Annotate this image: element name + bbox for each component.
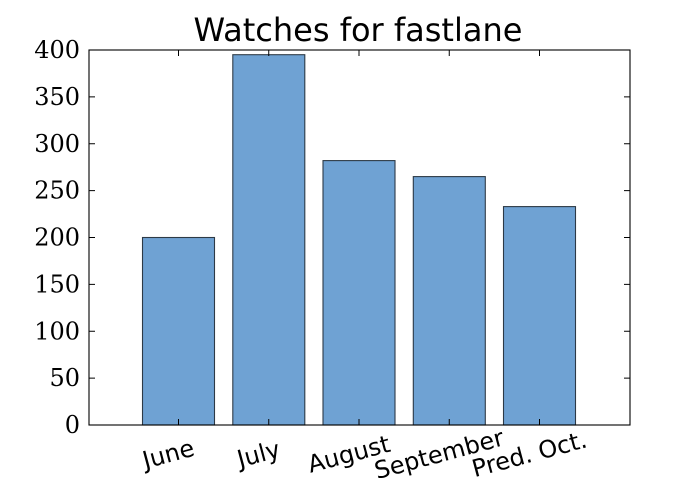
y-tick-label: 400	[34, 36, 80, 64]
bar-august	[322, 160, 396, 426]
x-tick-label: July	[232, 435, 283, 474]
y-tick-label: 250	[34, 177, 80, 205]
y-axis: 0 50 100 150 200 250 300 350 400	[34, 36, 630, 439]
y-tick-label: 100	[34, 317, 80, 345]
y-tick-label: 200	[34, 224, 80, 252]
bar-june	[141, 236, 216, 426]
y-tick-label: 350	[34, 83, 80, 111]
bars	[141, 54, 577, 426]
x-tick-label: June	[138, 434, 198, 475]
y-tick-label: 50	[49, 364, 80, 392]
plot-area-frame	[88, 49, 631, 426]
y-tick-label: 0	[65, 411, 80, 439]
y-tick-label: 150	[34, 270, 80, 298]
bar-july	[232, 54, 306, 426]
y-tick-label: 300	[34, 130, 80, 158]
chart-title: Watches for fastlane	[194, 11, 523, 49]
bar-september	[412, 176, 486, 426]
bar-pred-oct	[502, 206, 577, 426]
